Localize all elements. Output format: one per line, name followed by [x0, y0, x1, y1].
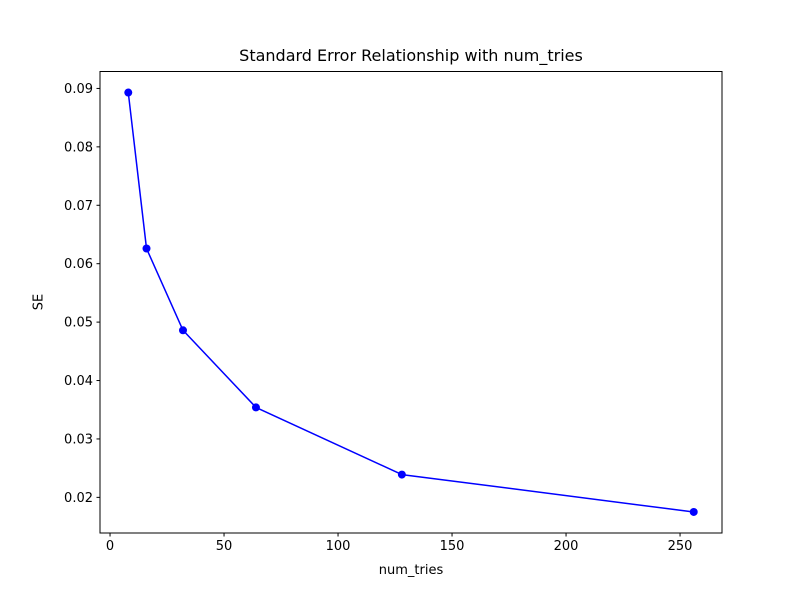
y-axis-tick-label: 0.09: [64, 82, 93, 97]
data-point: [142, 244, 151, 253]
y-axis-tick-label: 0.02: [64, 491, 93, 506]
y-axis-tick-label: 0.03: [64, 432, 93, 447]
x-axis-tick-label: 150: [440, 539, 465, 554]
x-axis-tick-label: 100: [326, 539, 351, 554]
y-axis-tick-label: 0.05: [64, 316, 93, 331]
chart-title: Standard Error Relationship with num_tri…: [239, 46, 583, 65]
data-point: [397, 470, 406, 479]
data-point: [178, 326, 187, 335]
plot-area-frame: [99, 71, 723, 534]
y-axis-tick-label: 0.07: [64, 199, 93, 214]
data-point: [689, 507, 698, 516]
y-axis-label: SE: [31, 293, 47, 311]
y-axis-tick-label: 0.04: [64, 374, 93, 389]
x-axis-label: num_tries: [378, 563, 444, 578]
x-axis-tick-label: 50: [216, 539, 233, 554]
y-axis-tick-label: 0.06: [64, 257, 93, 272]
x-axis-tick-label: 200: [554, 539, 579, 554]
y-axis-tick-label: 0.08: [64, 140, 93, 155]
series-line: [127, 92, 694, 513]
x-axis-tick-label: 0: [106, 539, 114, 554]
x-axis-tick-label: 250: [668, 539, 693, 554]
data-point: [251, 403, 260, 412]
data-point: [124, 88, 133, 97]
